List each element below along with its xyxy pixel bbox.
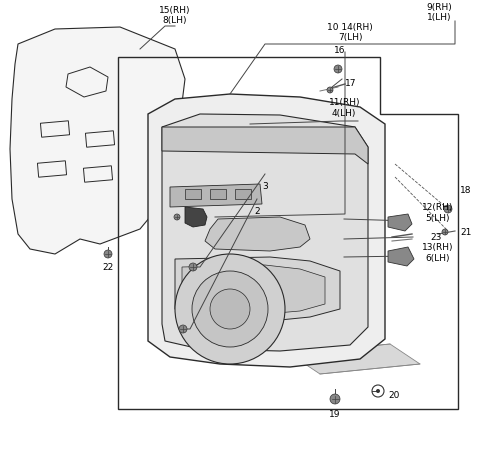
Circle shape [210,289,250,329]
Text: 15(RH)
8(LH): 15(RH) 8(LH) [159,6,191,25]
Circle shape [442,230,448,235]
Polygon shape [162,115,368,351]
Text: 12(RH)
5(LH): 12(RH) 5(LH) [422,203,454,222]
Bar [235,190,251,200]
Text: 17: 17 [345,79,357,88]
Text: 3: 3 [262,182,268,190]
Polygon shape [182,265,325,314]
Polygon shape [185,207,207,228]
Circle shape [174,214,180,220]
Circle shape [179,325,187,333]
Circle shape [104,251,112,258]
Text: 16: 16 [334,46,346,55]
Circle shape [334,66,342,74]
Circle shape [444,206,452,213]
Bar [185,190,201,200]
Text: 10 14(RH)
7(LH): 10 14(RH) 7(LH) [327,22,373,42]
Polygon shape [388,247,414,266]
Text: 22: 22 [102,263,114,271]
Circle shape [376,389,380,393]
Polygon shape [388,214,412,231]
Text: 23: 23 [430,233,442,242]
Text: 13(RH)
6(LH): 13(RH) 6(LH) [422,243,454,262]
Circle shape [189,263,197,271]
Polygon shape [10,28,185,254]
Text: 2: 2 [254,207,260,216]
Polygon shape [170,185,262,207]
Circle shape [330,394,340,404]
Text: 11(RH)
4(LH): 11(RH) 4(LH) [328,98,360,118]
Bar [210,190,226,200]
Text: 9(RH)
1(LH): 9(RH) 1(LH) [426,3,452,22]
Polygon shape [148,95,385,367]
Text: 19: 19 [329,409,341,418]
Text: 21: 21 [460,228,471,237]
Polygon shape [205,218,310,252]
Circle shape [327,88,333,94]
Text: 20: 20 [388,391,399,400]
Circle shape [192,271,268,347]
Polygon shape [175,257,340,321]
Polygon shape [290,344,420,374]
Circle shape [175,254,285,364]
Text: 18: 18 [460,185,471,195]
Polygon shape [162,128,368,165]
